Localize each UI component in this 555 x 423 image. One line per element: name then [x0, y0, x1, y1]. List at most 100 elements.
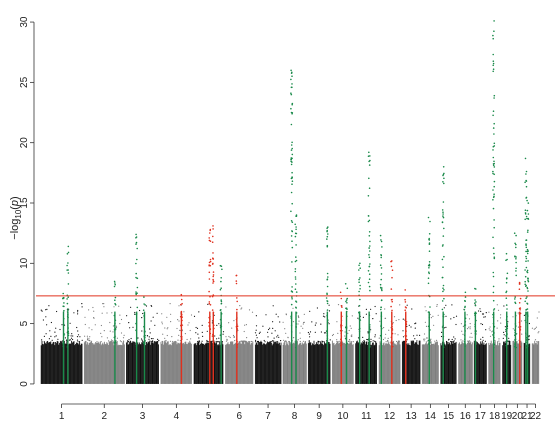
peak-point	[493, 252, 495, 255]
peak-point	[368, 231, 371, 233]
peak-point	[136, 258, 138, 261]
peak-point	[442, 266, 444, 269]
snp-point	[215, 340, 217, 343]
peak-point	[515, 333, 517, 335]
peak-point	[525, 173, 527, 175]
snp-point	[500, 314, 502, 316]
peak-point	[443, 255, 445, 258]
snp-point	[241, 307, 243, 309]
snp-point	[152, 338, 154, 340]
peak-point	[526, 287, 529, 290]
peak-point	[294, 276, 297, 278]
snp-point	[139, 309, 141, 312]
snp-point	[70, 337, 73, 339]
snp-point	[239, 305, 241, 307]
peak-point	[380, 240, 383, 243]
snp-point	[302, 323, 304, 325]
peak-point	[209, 318, 211, 320]
peak-point	[515, 234, 517, 237]
peak-point	[326, 278, 329, 281]
peak-point	[391, 345, 394, 348]
peak-point	[506, 315, 508, 318]
snp-point	[315, 322, 317, 324]
snp-point	[40, 309, 42, 311]
snp-point	[225, 340, 228, 342]
snp-point	[317, 340, 320, 343]
peak-point	[144, 340, 146, 342]
snp-point	[202, 335, 204, 337]
peak-point	[290, 149, 293, 151]
peak-point	[326, 314, 328, 317]
snp-point	[198, 341, 201, 343]
peak-point	[368, 273, 371, 276]
association-peak-20	[404, 289, 408, 384]
chromosome-band-18	[488, 304, 502, 384]
y-tick-label: 25	[19, 76, 30, 88]
snp-point	[45, 309, 47, 311]
peak-point	[212, 257, 214, 260]
peak-point	[294, 346, 297, 349]
peak-point	[428, 250, 431, 252]
peak-point	[380, 306, 382, 309]
peak-point	[208, 271, 211, 274]
peak-point	[209, 229, 211, 232]
peak-point	[66, 253, 69, 255]
peak-point	[136, 344, 138, 347]
peak-point	[135, 293, 137, 296]
snp-point	[287, 337, 289, 339]
snp-point	[395, 319, 397, 322]
snp-point	[347, 332, 349, 334]
peak-point	[492, 110, 495, 112]
snp-point	[470, 332, 472, 334]
peak-point	[219, 309, 222, 312]
snp-point	[79, 336, 81, 338]
snp-point	[218, 337, 220, 339]
peak-point	[493, 326, 496, 328]
snp-point	[288, 341, 290, 343]
peak-point	[474, 314, 476, 317]
peak-point	[368, 247, 371, 249]
snp-point	[262, 325, 264, 327]
snp-point	[328, 323, 330, 325]
snp-point	[374, 336, 376, 338]
peak-point	[405, 338, 408, 341]
peak-point	[525, 336, 528, 339]
snp-point	[275, 313, 277, 315]
peak-point	[181, 336, 183, 338]
peak-point	[464, 338, 466, 341]
peak-point	[291, 246, 294, 249]
chromosome-band-7	[254, 305, 282, 384]
snp-point	[489, 326, 491, 328]
peak-point	[526, 217, 528, 220]
peak-point	[294, 278, 297, 280]
snp-point	[365, 308, 367, 310]
snp-point	[87, 339, 89, 341]
y-tick-label: 0	[19, 381, 30, 387]
snp-point	[150, 338, 153, 340]
snp-point	[115, 339, 117, 342]
peak-point	[405, 323, 408, 326]
snp-point	[216, 324, 218, 326]
peak-point	[359, 277, 361, 279]
peak-point	[515, 267, 517, 270]
peak-point	[526, 341, 529, 344]
peak-point	[290, 144, 293, 146]
peak-point	[212, 282, 214, 284]
snp-point	[452, 341, 454, 343]
peak-point	[492, 114, 494, 117]
peak-point	[380, 256, 383, 259]
snp-point	[331, 334, 334, 337]
snp-point	[534, 327, 536, 330]
snp-point	[468, 340, 471, 342]
snp-point	[77, 311, 79, 313]
snp-point	[141, 339, 143, 341]
chromosome-band-12	[378, 304, 401, 384]
snp-point	[115, 326, 118, 329]
snp-point	[50, 321, 53, 324]
snp-point	[92, 306, 94, 309]
association-peak-14	[339, 291, 343, 384]
peak-point	[380, 273, 383, 275]
snp-point	[488, 328, 490, 330]
peak-point	[442, 343, 445, 346]
snp-point	[81, 339, 83, 341]
